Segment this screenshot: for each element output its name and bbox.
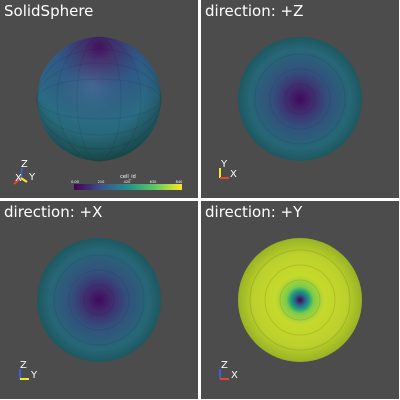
viewport-direction-z[interactable]: Y X direction: +Z <box>201 0 399 198</box>
axis-label-z: Z <box>21 159 28 170</box>
sphere-body <box>37 238 161 362</box>
colorbar-tick: 0.00 <box>71 180 79 184</box>
axes-triad-icon: Z Y <box>19 360 38 381</box>
sphere-body <box>238 238 362 362</box>
colorbar-tick: 210 <box>98 180 105 184</box>
colorbar-title: cell_id <box>120 174 136 180</box>
panel-title: direction: +Y <box>205 203 303 221</box>
colorbar-gradient <box>74 184 182 190</box>
axis-label-y: Y <box>28 172 36 183</box>
axis-label-x: X <box>15 173 22 184</box>
sphere-render: Y X <box>219 37 362 180</box>
viewport-direction-x[interactable]: Z Y direction: +X <box>0 201 198 399</box>
axis-label-x: X <box>231 370 238 381</box>
panel-title: direction: +Z <box>205 2 304 20</box>
axis-label-z: Z <box>221 360 228 371</box>
colorbar-tick: 840 <box>176 180 183 184</box>
axis-label-y: Y <box>220 159 228 170</box>
axes-triad-icon: Z X Y <box>13 159 36 185</box>
colorbar-tick: 420 <box>124 180 131 184</box>
panel-title: SolidSphere <box>4 2 94 20</box>
viewport-direction-y[interactable]: Z X direction: +Y <box>201 201 399 399</box>
axes-triad-icon: Y X <box>219 159 237 180</box>
sphere-render: cell_id 0.00 210 420 630 840 Z X Y <box>13 36 182 190</box>
axis-label-x: X <box>230 169 237 180</box>
colorbar-tick: 630 <box>150 180 157 184</box>
axis-label-y: Y <box>30 370 38 381</box>
sphere-render: Z Y <box>19 238 161 381</box>
axis-label-z: Z <box>20 360 27 371</box>
axes-triad-icon: Z X <box>219 360 238 381</box>
viewport-solidsphere[interactable]: cell_id 0.00 210 420 630 840 Z X Y Solid… <box>0 0 198 198</box>
sphere-body <box>238 37 362 161</box>
colorbar: cell_id 0.00 210 420 630 840 <box>71 174 182 190</box>
panel-title: direction: +X <box>4 203 103 221</box>
sphere-render: Z X <box>219 238 362 381</box>
